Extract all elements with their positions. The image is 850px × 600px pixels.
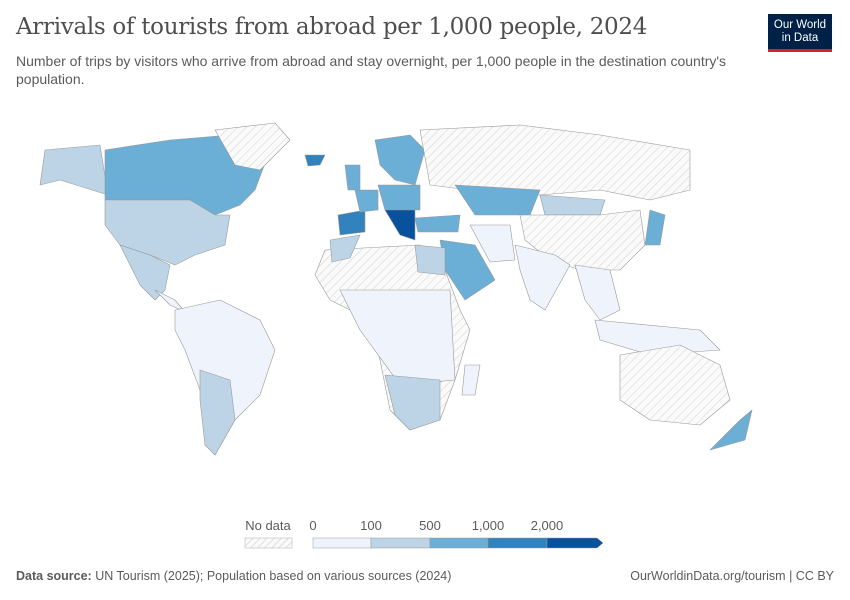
legend-tick: 100 [360,518,382,533]
chart-title: Arrivals of tourists from abroad per 1,0… [16,14,648,40]
country-mongolia[interactable] [539,194,606,216]
country-kazakhstan[interactable] [454,184,541,216]
source-url-link[interactable]: OurWorldinData.org/tourism | CC BY [630,569,834,583]
country-morocco[interactable] [329,234,361,263]
country-japan[interactable] [644,209,666,246]
source-label: Data source: [16,569,92,583]
country-india[interactable] [514,244,571,311]
country-southern-africa[interactable] [384,374,441,431]
data-source: Data source: UN Tourism (2025); Populati… [16,569,451,583]
legend-bin[interactable] [487,537,548,549]
legend-tick: 500 [419,518,441,533]
country-iberia[interactable] [337,209,366,236]
country-central-europe[interactable] [377,184,421,211]
legend-tick: 2,000 [531,518,564,533]
country-balkans-and-greece[interactable] [384,209,416,241]
country-united-states[interactable] [104,199,231,266]
legend-bin[interactable] [370,537,431,549]
country-iceland[interactable] [304,154,326,167]
country-turkey[interactable] [414,214,461,233]
country-united-kingdom[interactable] [344,164,361,191]
country-argentina-and-chile[interactable] [199,369,236,456]
country-france[interactable] [354,189,379,213]
legend-bin[interactable] [429,537,489,549]
country-greenland[interactable] [214,122,291,171]
country-southeast-asia[interactable] [574,264,621,321]
logo-line-2: in Data [781,31,819,44]
chart-subtitle: Number of trips by visitors who arrive f… [16,53,727,87]
country-sub-saharan-africa[interactable] [339,289,456,386]
country-russia[interactable] [419,124,691,201]
legend-tick: 0 [309,518,316,533]
country-mexico[interactable] [119,244,171,301]
legend: No data 0 100 500 1,000 2,000 [244,518,604,549]
legend-no-data-label: No data [245,518,291,533]
country-alaska[interactable] [39,144,109,196]
country-scandinavia[interactable] [374,134,426,186]
logo-line-1: Our World [773,18,827,31]
source-text: UN Tourism (2025); Population based on v… [95,569,452,583]
country-madagascar[interactable] [461,364,481,396]
world-map [39,122,753,456]
country-egypt[interactable] [414,244,446,276]
country-new-zealand[interactable] [709,409,753,451]
legend-bin[interactable] [546,537,604,549]
country-iran[interactable] [469,224,516,263]
owid-logo[interactable]: Our World in Data [768,14,832,52]
legend-tick: 1,000 [472,518,505,533]
legend-no-data-swatch [244,537,293,549]
country-australia[interactable] [619,344,731,426]
legend-bin[interactable] [312,537,372,549]
